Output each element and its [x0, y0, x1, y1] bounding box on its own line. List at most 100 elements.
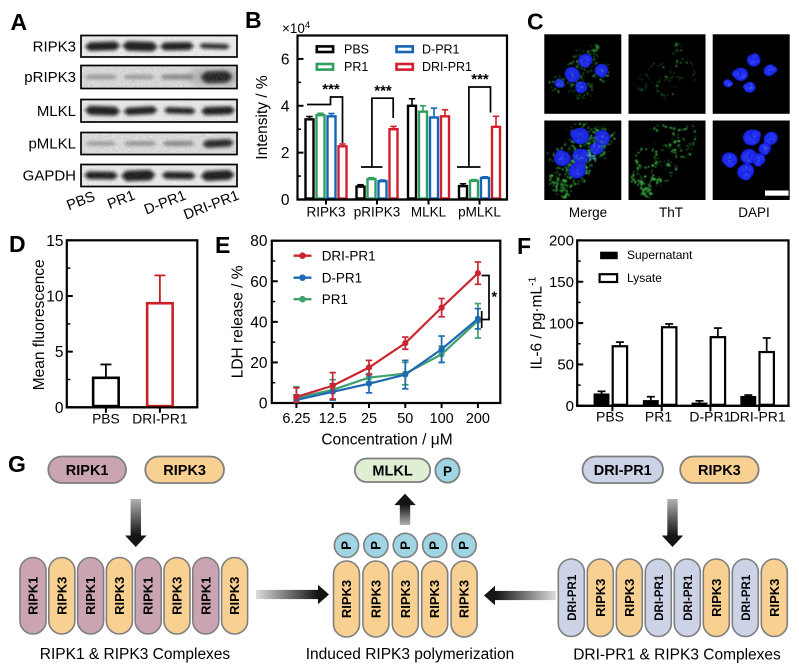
svg-text:P: P	[368, 541, 383, 550]
svg-text:MLKL: MLKL	[411, 205, 447, 220]
svg-text:RIPK1: RIPK1	[83, 577, 98, 615]
svg-text:PBS: PBS	[344, 43, 369, 57]
svg-text:0: 0	[55, 400, 64, 417]
svg-text:RIPK3: RIPK3	[339, 580, 354, 618]
svg-text:LDH release / %: LDH release / %	[230, 265, 247, 378]
svg-text:6.25: 6.25	[282, 411, 310, 427]
svg-text:200: 200	[466, 411, 490, 427]
svg-text:PBS: PBS	[92, 412, 120, 427]
svg-text:50: 50	[397, 411, 413, 427]
svg-text:25: 25	[361, 411, 377, 427]
svg-text:pMLKL: pMLKL	[28, 136, 76, 153]
svg-text:DRI-PR1: DRI-PR1	[422, 60, 472, 74]
svg-text:F: F	[517, 233, 531, 259]
svg-text:0: 0	[259, 396, 268, 413]
svg-text:4: 4	[281, 98, 290, 115]
svg-text:DRI-PR1 & RIPK3 Complexes: DRI-PR1 & RIPK3 Complexes	[573, 647, 781, 664]
svg-text:RIPK3: RIPK3	[163, 463, 206, 479]
svg-text:RIPK3: RIPK3	[427, 580, 442, 618]
svg-text:RIPK3: RIPK3	[698, 463, 741, 479]
svg-text:RIPK3: RIPK3	[227, 577, 242, 615]
svg-text:DRI-PR1: DRI-PR1	[654, 574, 666, 621]
svg-text:GAPDH: GAPDH	[23, 168, 76, 185]
svg-text:RIPK3: RIPK3	[306, 205, 345, 220]
svg-text:RIPK3: RIPK3	[767, 579, 782, 617]
svg-text:5: 5	[55, 344, 64, 361]
svg-text:pRIPK3: pRIPK3	[24, 69, 76, 86]
svg-text:IL-6 / pg·mL-1: IL-6 / pg·mL-1	[527, 276, 546, 369]
svg-text:*: *	[492, 290, 498, 306]
svg-text:15: 15	[46, 233, 63, 250]
svg-text:Intensity / %: Intensity / %	[254, 75, 271, 160]
svg-text:×104: ×104	[282, 20, 310, 36]
svg-text:RIPK1: RIPK1	[141, 577, 156, 615]
svg-text:G: G	[8, 451, 26, 477]
svg-text:PR1: PR1	[105, 188, 137, 213]
svg-text:DRI-PR1: DRI-PR1	[730, 409, 786, 425]
svg-text:200: 200	[549, 233, 574, 250]
svg-text:Mean fluorescence: Mean fluorescence	[31, 259, 48, 390]
svg-text:***: ***	[322, 81, 340, 98]
svg-text:P: P	[398, 541, 413, 550]
svg-text:Supernatant: Supernatant	[627, 248, 693, 262]
svg-text:Induced RIPK3 polymerization: Induced RIPK3 polymerization	[306, 646, 515, 663]
svg-text:PR1: PR1	[322, 292, 348, 307]
svg-text:pMLKL: pMLKL	[458, 205, 501, 220]
svg-text:DRI-PR1: DRI-PR1	[594, 463, 652, 479]
svg-text:B: B	[245, 7, 262, 33]
svg-text:DRI-PR1: DRI-PR1	[322, 249, 376, 264]
svg-text:6: 6	[281, 51, 290, 68]
svg-text:RIPK3: RIPK3	[457, 580, 472, 618]
svg-text:DAPI: DAPI	[738, 205, 770, 220]
svg-text:Merge: Merge	[569, 205, 607, 220]
svg-text:PR1: PR1	[645, 409, 672, 425]
svg-text:40: 40	[250, 314, 268, 331]
svg-text:DRI-PR1: DRI-PR1	[132, 412, 187, 427]
svg-text:D: D	[9, 231, 26, 257]
svg-text:D-PR1: D-PR1	[322, 271, 363, 286]
svg-text:RIPK3: RIPK3	[593, 579, 608, 617]
svg-text:DRI-PR1: DRI-PR1	[683, 574, 695, 621]
svg-text:150: 150	[549, 274, 574, 291]
svg-text:PR1: PR1	[344, 60, 368, 74]
svg-text:0: 0	[281, 192, 290, 209]
svg-text:RIPK3: RIPK3	[112, 577, 127, 615]
svg-text:Lysate: Lysate	[627, 271, 662, 285]
svg-text:PBS: PBS	[596, 409, 624, 425]
svg-text:20: 20	[250, 355, 268, 372]
svg-text:Concentration / μM: Concentration / μM	[321, 432, 452, 449]
svg-text:RIPK3: RIPK3	[398, 580, 413, 618]
svg-text:0: 0	[566, 398, 574, 415]
svg-text:RIPK3: RIPK3	[709, 579, 724, 617]
svg-text:50: 50	[557, 357, 574, 374]
svg-text:DRI-PR1: DRI-PR1	[741, 574, 753, 621]
svg-text:RIPK1 & RIPK3 Complexes: RIPK1 & RIPK3 Complexes	[40, 646, 231, 663]
svg-text:ThT: ThT	[659, 205, 683, 220]
svg-text:pRIPK3: pRIPK3	[354, 205, 401, 220]
svg-text:2: 2	[281, 145, 290, 162]
svg-text:MLKL: MLKL	[37, 103, 76, 120]
svg-text:80: 80	[250, 233, 268, 250]
svg-text:A: A	[11, 9, 28, 35]
svg-text:C: C	[527, 9, 544, 35]
svg-text:DRI-PR1: DRI-PR1	[567, 574, 579, 621]
svg-text:PBS: PBS	[65, 189, 98, 214]
svg-text:P: P	[427, 541, 442, 550]
svg-text:100: 100	[549, 315, 574, 332]
svg-text:P: P	[457, 541, 472, 550]
svg-text:***: ***	[374, 83, 392, 100]
svg-text:RIPK1: RIPK1	[198, 577, 213, 615]
svg-text:12.5: 12.5	[319, 411, 347, 427]
svg-text:D-PR1: D-PR1	[142, 188, 188, 219]
svg-text:RIPK3: RIPK3	[368, 580, 383, 618]
svg-text:RIPK3: RIPK3	[54, 577, 69, 615]
svg-text:P: P	[443, 464, 452, 479]
svg-text:RIPK1: RIPK1	[26, 577, 41, 615]
svg-text:RIPK1: RIPK1	[66, 463, 109, 479]
svg-text:10: 10	[46, 289, 64, 306]
svg-text:D-PR1: D-PR1	[689, 409, 731, 425]
svg-text:RIPK3: RIPK3	[622, 579, 637, 617]
svg-text:100: 100	[430, 411, 454, 427]
svg-text:RIPK3: RIPK3	[170, 577, 185, 615]
svg-text:MLKL: MLKL	[372, 463, 412, 479]
